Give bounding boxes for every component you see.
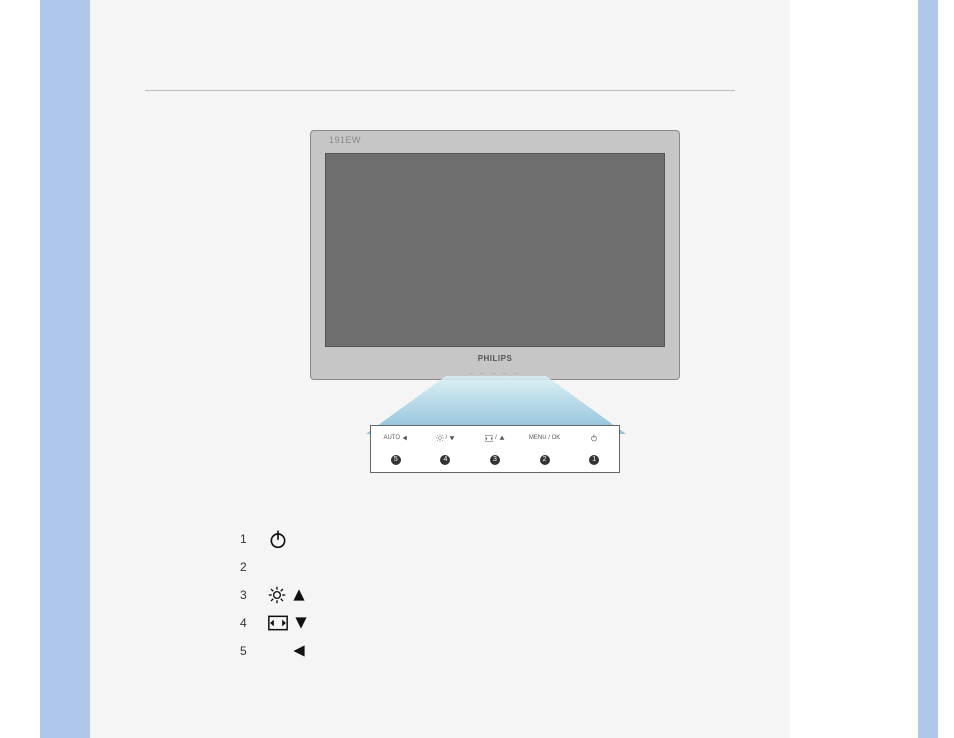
page-content: 191EW PHILIPS — — — — — AUTO [90,0,790,738]
autoimage-icon [485,435,493,442]
panel-label-menu: MENU / OK [520,434,570,442]
brightness-icon [436,434,444,442]
monitor-model-label: 191EW [329,135,361,145]
panel-num-2: 2 [520,448,570,466]
left-rail [40,0,90,738]
panel-num-1: 1 [569,448,619,466]
power-icon [590,434,598,442]
panel-num-5: 5 [371,448,421,466]
panel-label-brightness: / [421,434,471,442]
panel-label-auto: AUTO [371,434,421,442]
legend-row-2: 2 [240,553,308,581]
triangle-up-icon [499,435,505,441]
monitor-brand-label: PHILIPS [311,354,679,363]
triangle-left-icon [292,644,306,658]
triangle-down-icon [449,435,455,441]
legend-icons-5 [268,644,306,658]
panel-num-4: 4 [421,448,471,466]
triangle-up-icon [292,588,306,602]
panel-num-3: 3 [470,448,520,466]
monitor-illustration: 191EW PHILIPS — — — — — [310,130,680,380]
legend-row-5: 5 [240,637,308,665]
section-divider [145,90,735,91]
legend-icons-3 [268,586,306,604]
monitor-bezel: 191EW PHILIPS — — — — — [310,130,680,380]
triangle-down-icon [294,616,308,630]
legend-num: 2 [240,560,258,574]
legend-num: 3 [240,588,258,602]
brightness-icon [268,586,286,604]
legend-row-3: 3 [240,581,308,609]
legend: 1 2 3 [240,525,308,665]
triangle-left-icon [402,435,408,441]
control-panel-zoom: AUTO / [370,425,620,473]
legend-num: 4 [240,616,258,630]
autoimage-icon [268,615,288,631]
monitor-screen [325,153,665,347]
panel-label-power [569,434,619,442]
panel-label-autoimage: / [470,434,520,442]
legend-icons-1 [268,529,288,549]
power-icon [268,529,288,549]
legend-icons-4 [268,615,308,631]
legend-num: 1 [240,532,258,546]
panel-labels-row: AUTO / [371,434,619,442]
right-rail [918,0,938,738]
legend-num: 5 [240,644,258,658]
monitor-button-row: — — — — — [311,370,679,375]
panel-numbers-row: 5 4 3 2 1 [371,448,619,466]
legend-row-1: 1 [240,525,308,553]
legend-row-4: 4 [240,609,308,637]
